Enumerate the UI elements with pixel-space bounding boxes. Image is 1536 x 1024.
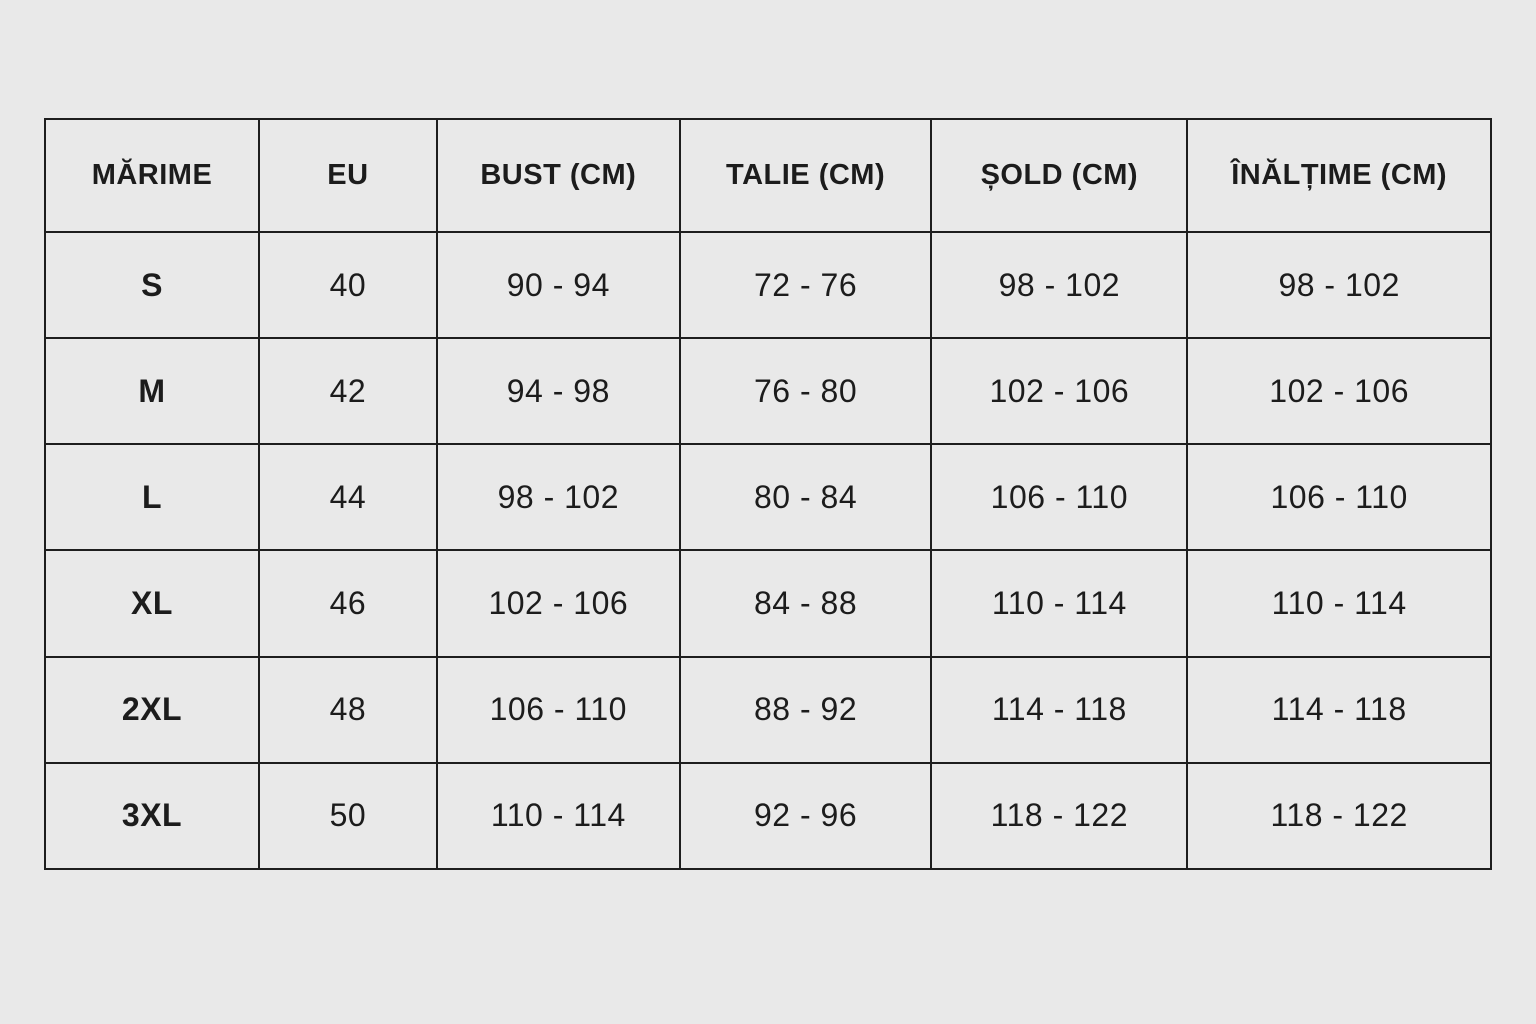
eu-cell: 48: [258, 655, 438, 764]
bust-cell: 110 - 114: [435, 761, 681, 871]
inaltime-cell: 114 - 118: [1186, 655, 1492, 764]
column-header-inaltime: ÎNĂLȚIME (CM): [1186, 118, 1492, 233]
eu-cell: 46: [258, 549, 438, 658]
column-header-bust: BUST (CM): [435, 118, 681, 233]
inaltime-cell: 118 - 122: [1186, 761, 1492, 871]
inaltime-cell: 102 - 106: [1186, 337, 1492, 446]
eu-cell: 42: [258, 337, 438, 446]
talie-cell: 80 - 84: [678, 443, 933, 552]
table-row-2xl: 2XL 48 106 - 110 88 - 92 114 - 118 114 -…: [44, 655, 1492, 764]
size-chart-table: MĂRIME EU BUST (CM) TALIE (CM) ȘOLD (CM)…: [44, 118, 1492, 871]
inaltime-cell: 110 - 114: [1186, 549, 1492, 658]
bust-cell: 98 - 102: [435, 443, 681, 552]
table-row-l: L 44 98 - 102 80 - 84 106 - 110 106 - 11…: [44, 443, 1492, 552]
size-cell: 3XL: [44, 761, 260, 871]
eu-cell: 44: [258, 443, 438, 552]
talie-cell: 76 - 80: [678, 337, 933, 446]
size-cell: 2XL: [44, 655, 260, 764]
sold-cell: 106 - 110: [930, 443, 1189, 552]
bust-cell: 106 - 110: [435, 655, 681, 764]
inaltime-cell: 98 - 102: [1186, 230, 1492, 340]
sold-cell: 114 - 118: [930, 655, 1189, 764]
sold-cell: 98 - 102: [930, 230, 1189, 340]
header-row: MĂRIME EU BUST (CM) TALIE (CM) ȘOLD (CM)…: [44, 118, 1492, 233]
talie-cell: 88 - 92: [678, 655, 933, 764]
talie-cell: 92 - 96: [678, 761, 933, 871]
size-cell: XL: [44, 549, 260, 658]
table-row-m: M 42 94 - 98 76 - 80 102 - 106 102 - 106: [44, 337, 1492, 446]
eu-cell: 50: [258, 761, 438, 871]
size-cell: S: [44, 230, 260, 340]
bust-cell: 102 - 106: [435, 549, 681, 658]
talie-cell: 84 - 88: [678, 549, 933, 658]
eu-cell: 40: [258, 230, 438, 340]
inaltime-cell: 106 - 110: [1186, 443, 1492, 552]
column-header-sold: ȘOLD (CM): [930, 118, 1189, 233]
size-cell: L: [44, 443, 260, 552]
sold-cell: 102 - 106: [930, 337, 1189, 446]
table-row-xl: XL 46 102 - 106 84 - 88 110 - 114 110 - …: [44, 549, 1492, 658]
sold-cell: 110 - 114: [930, 549, 1189, 658]
size-cell: M: [44, 337, 260, 446]
column-header-talie: TALIE (CM): [678, 118, 933, 233]
table-row-3xl: 3XL 50 110 - 114 92 - 96 118 - 122 118 -…: [44, 761, 1492, 871]
column-header-marime: MĂRIME: [44, 118, 260, 233]
column-header-eu: EU: [258, 118, 438, 233]
bust-cell: 94 - 98: [435, 337, 681, 446]
sold-cell: 118 - 122: [930, 761, 1189, 871]
table-row-s: S 40 90 - 94 72 - 76 98 - 102 98 - 102: [44, 230, 1492, 340]
bust-cell: 90 - 94: [435, 230, 681, 340]
talie-cell: 72 - 76: [678, 230, 933, 340]
